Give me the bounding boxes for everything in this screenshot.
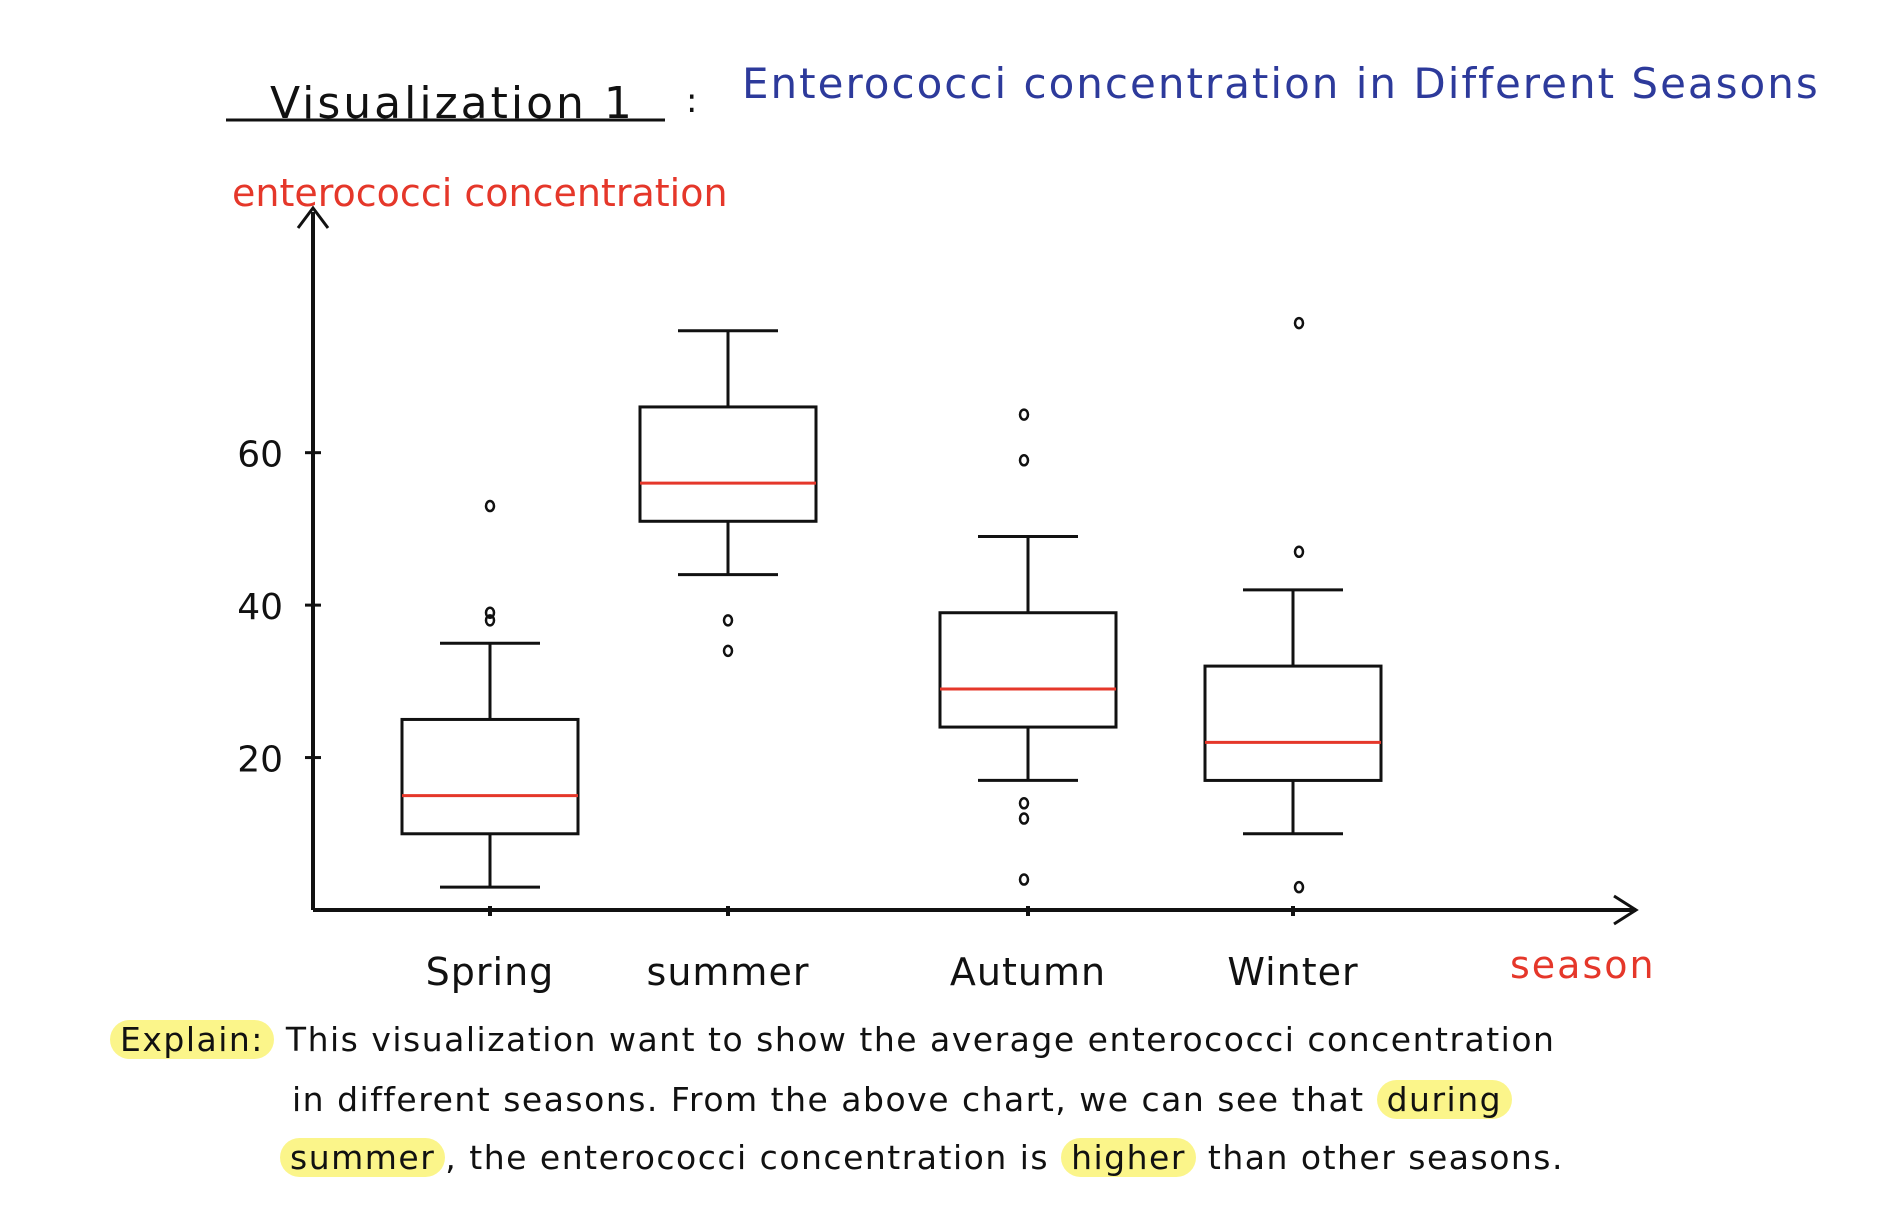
x-tick-label-winter: Winter xyxy=(1227,950,1358,994)
header-separator: : xyxy=(686,81,697,121)
x-axis-arrow xyxy=(1613,894,1639,926)
highlight-higher: higher xyxy=(1061,1138,1196,1177)
outlier-point xyxy=(484,499,496,513)
explain-text-2: in different seasons. From the above cha… xyxy=(292,1080,1377,1119)
outlier-point xyxy=(722,644,734,658)
explain-line-2: in different seasons. From the above cha… xyxy=(292,1070,1513,1130)
explain-label: Explain: xyxy=(110,1020,274,1059)
outlier-point xyxy=(1293,316,1305,330)
explain-text-3b: than other seasons. xyxy=(1195,1138,1564,1177)
x-tick-label-autumn: Autumn xyxy=(950,950,1106,994)
outlier-point xyxy=(1293,880,1305,894)
plot-area: 20 40 60 Spring summer Autumn Winter xyxy=(237,316,1383,994)
outlier-point xyxy=(484,614,496,627)
explain-text-3a: , the enterococci concentration is xyxy=(445,1138,1062,1177)
outlier-point xyxy=(1293,545,1305,559)
outlier-point xyxy=(1018,408,1030,421)
highlight-summer: summer xyxy=(280,1138,446,1177)
box-summer xyxy=(638,405,818,523)
y-tick-label: 40 xyxy=(237,587,283,628)
y-tick-label: 60 xyxy=(237,435,283,476)
highlight-during: during xyxy=(1376,1080,1513,1119)
explain-line-3: summer, the enterococci concentration is… xyxy=(280,1128,1564,1188)
outlier-point xyxy=(1018,873,1030,886)
explain-text-1: This visualization want to show the aver… xyxy=(285,1020,1556,1059)
y-axis-arrow xyxy=(296,205,330,229)
explain-line-1: Explain: This visualization want to show… xyxy=(110,1010,1555,1070)
box-winter xyxy=(1203,664,1383,782)
box-spring xyxy=(400,717,580,836)
outlier-point xyxy=(722,614,734,627)
x-axis-label: season xyxy=(1510,943,1656,987)
outlier-point xyxy=(1018,454,1030,467)
outlier-point xyxy=(1018,797,1030,810)
outlier-point xyxy=(484,606,496,619)
box-autumn xyxy=(938,611,1118,729)
y-axis-label: enterococci concentration xyxy=(232,171,728,215)
x-tick-label-spring: Spring xyxy=(426,950,555,994)
outlier-point xyxy=(1018,812,1030,825)
chart-title: Enterococci concentration in Different S… xyxy=(742,59,1820,108)
y-tick-label: 20 xyxy=(237,740,283,781)
x-tick-label-summer: summer xyxy=(647,950,810,994)
